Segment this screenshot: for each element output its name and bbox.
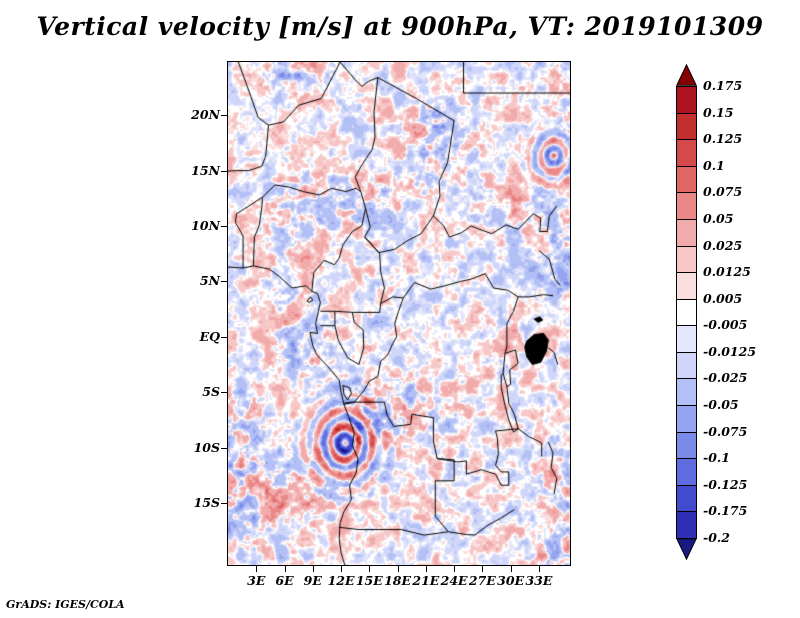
y-axis-label: 5N bbox=[199, 273, 220, 289]
colorbar-tick-label: 0.0125 bbox=[703, 264, 751, 280]
colorbar-arrow-down bbox=[676, 538, 697, 560]
colorbar-segment bbox=[676, 166, 697, 193]
map-canvas bbox=[228, 62, 570, 565]
colorbar-segment bbox=[676, 325, 697, 353]
colorbar-tick-label: 0.15 bbox=[703, 104, 734, 120]
colorbar-segment bbox=[676, 511, 697, 539]
y-axis-tick bbox=[221, 502, 227, 504]
x-axis-tick bbox=[454, 566, 456, 572]
x-axis-tick bbox=[538, 566, 540, 572]
x-axis-label: 12E bbox=[327, 573, 355, 588]
x-axis-tick bbox=[369, 566, 371, 572]
x-axis-label: 15E bbox=[355, 573, 383, 588]
y-axis-label: 20N bbox=[191, 107, 220, 123]
colorbar-segment bbox=[676, 299, 697, 326]
colorbar-tick-label: 0.005 bbox=[703, 290, 743, 306]
y-axis-label: 15N bbox=[191, 162, 220, 178]
colorbar-arrow-up bbox=[676, 64, 697, 86]
x-axis-tick bbox=[312, 566, 314, 572]
y-axis-label: 10S bbox=[193, 439, 220, 455]
y-axis-tick bbox=[221, 392, 227, 394]
x-axis-tick bbox=[284, 566, 286, 572]
x-axis-label: 21E bbox=[412, 573, 440, 588]
grads-credit: GrADS: IGES/COLA bbox=[6, 598, 125, 611]
colorbar-segment bbox=[676, 219, 697, 247]
y-axis-label: EQ bbox=[199, 328, 220, 344]
y-axis-tick bbox=[221, 336, 227, 338]
map-plot-area bbox=[227, 61, 571, 566]
colorbar-segment bbox=[676, 378, 697, 406]
colorbar-tick-label: 0.125 bbox=[703, 131, 743, 147]
y-axis-label: 5S bbox=[202, 384, 220, 400]
colorbar-tick-label: -0.0125 bbox=[703, 343, 757, 359]
colorbar-tick-label: 0.1 bbox=[703, 157, 725, 173]
y-axis-tick bbox=[221, 281, 227, 283]
colorbar-segment bbox=[676, 405, 697, 433]
x-axis-label: 18E bbox=[384, 573, 412, 588]
y-axis-tick bbox=[221, 225, 227, 227]
colorbar-tick-label: 0.05 bbox=[703, 210, 734, 226]
colorbar-tick-label: -0.005 bbox=[703, 317, 748, 333]
colorbar-segment bbox=[676, 485, 697, 512]
colorbar-tick-label: 0.025 bbox=[703, 237, 743, 253]
colorbar-segment bbox=[676, 139, 697, 167]
colorbar-segment bbox=[676, 432, 697, 459]
y-axis-label: 10N bbox=[191, 217, 220, 233]
colorbar-tick-label: -0.05 bbox=[703, 397, 739, 413]
colorbar-segment bbox=[676, 272, 697, 300]
x-axis-tick bbox=[482, 566, 484, 572]
x-axis-tick bbox=[510, 566, 512, 572]
colorbar-segment bbox=[676, 192, 697, 220]
colorbar-tick-label: -0.125 bbox=[703, 476, 748, 492]
x-axis-tick bbox=[425, 566, 427, 572]
x-axis-label: 9E bbox=[303, 573, 322, 588]
x-axis-label: 3E bbox=[247, 573, 266, 588]
x-axis-tick bbox=[397, 566, 399, 572]
colorbar-tick-label: -0.2 bbox=[703, 530, 730, 546]
colorbar-tick-label: 0.075 bbox=[703, 184, 743, 200]
x-axis-label: 27E bbox=[468, 573, 496, 588]
y-axis-label: 15S bbox=[193, 494, 220, 510]
colorbar-segment bbox=[676, 352, 697, 379]
y-axis-tick bbox=[221, 447, 227, 449]
colorbar-tick-label: -0.025 bbox=[703, 370, 748, 386]
colorbar-segment bbox=[676, 113, 697, 140]
x-axis-tick bbox=[256, 566, 258, 572]
x-axis-label: 24E bbox=[440, 573, 468, 588]
colorbar-segment bbox=[676, 246, 697, 273]
x-axis-label: 6E bbox=[275, 573, 294, 588]
x-axis-label: 30E bbox=[497, 573, 525, 588]
y-axis-tick bbox=[221, 115, 227, 117]
colorbar-segment bbox=[676, 458, 697, 486]
colorbar-tick-label: -0.075 bbox=[703, 423, 748, 439]
colorbar-tick-label: -0.175 bbox=[703, 503, 748, 519]
chart-title: Vertical velocity [m/s] at 900hPa, VT: 2… bbox=[36, 12, 764, 41]
colorbar-tick-label: 0.175 bbox=[703, 78, 743, 93]
x-axis-label: 33E bbox=[525, 573, 553, 588]
x-axis-tick bbox=[341, 566, 343, 572]
colorbar-tick-label: -0.1 bbox=[703, 450, 730, 466]
colorbar-segment bbox=[676, 86, 697, 114]
y-axis-tick bbox=[221, 170, 227, 172]
